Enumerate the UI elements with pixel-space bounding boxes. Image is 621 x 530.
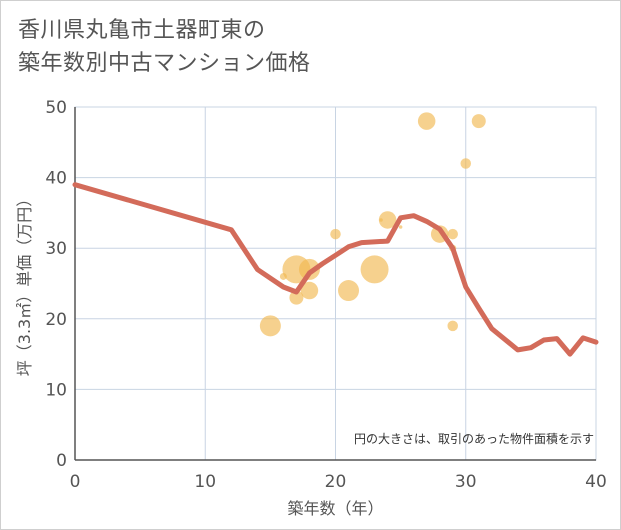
chart-title: 香川県丸亀市土器町東の 築年数別中古マンション価格 <box>18 14 311 80</box>
x-tick-label: 30 <box>455 472 477 492</box>
bubble-point <box>460 158 471 169</box>
size-note: 円の大きさは、取引のあった物件面積を示す <box>354 431 594 446</box>
title-line-1: 香川県丸亀市土器町東の <box>18 18 266 43</box>
x-tick-label: 0 <box>70 472 81 492</box>
y-tick-label: 10 <box>45 380 67 400</box>
bubble-point <box>300 281 319 300</box>
bubble-point <box>298 258 320 280</box>
y-tick-label: 50 <box>45 98 67 118</box>
x-axis-label: 築年数（年） <box>287 499 383 518</box>
bubble-point <box>330 228 341 240</box>
average-price-line <box>72 182 599 357</box>
y-axis-label: 坪（3.3㎡）単価（万円） <box>15 191 34 376</box>
grid-lines <box>74 106 597 461</box>
title-line-2: 築年数別中古マンション価格 <box>18 51 311 76</box>
bubble-point <box>417 112 436 130</box>
bubble-point <box>378 211 397 229</box>
x-tick-label: 40 <box>585 472 607 492</box>
bubble-point <box>398 225 403 229</box>
bubble-point <box>447 228 458 240</box>
bubble-point <box>360 255 389 284</box>
y-tick-label: 40 <box>45 169 67 189</box>
bubble-point <box>447 320 458 332</box>
x-tick-label: 20 <box>325 472 347 492</box>
bubble-point <box>289 290 304 305</box>
bubble-point <box>259 315 281 337</box>
bubble-point <box>338 280 360 302</box>
average-line <box>72 182 599 357</box>
y-tick-label: 30 <box>45 239 67 259</box>
y-tick-label: 20 <box>45 310 67 330</box>
bubble-point <box>471 114 486 129</box>
bubbles <box>259 112 486 337</box>
y-tick-labels: 0 10 20 30 40 50 <box>45 98 67 471</box>
y-tick-label: 0 <box>56 451 67 471</box>
x-tick-label: 10 <box>194 472 216 492</box>
x-tick-labels: 0 10 20 30 40 <box>70 472 607 492</box>
